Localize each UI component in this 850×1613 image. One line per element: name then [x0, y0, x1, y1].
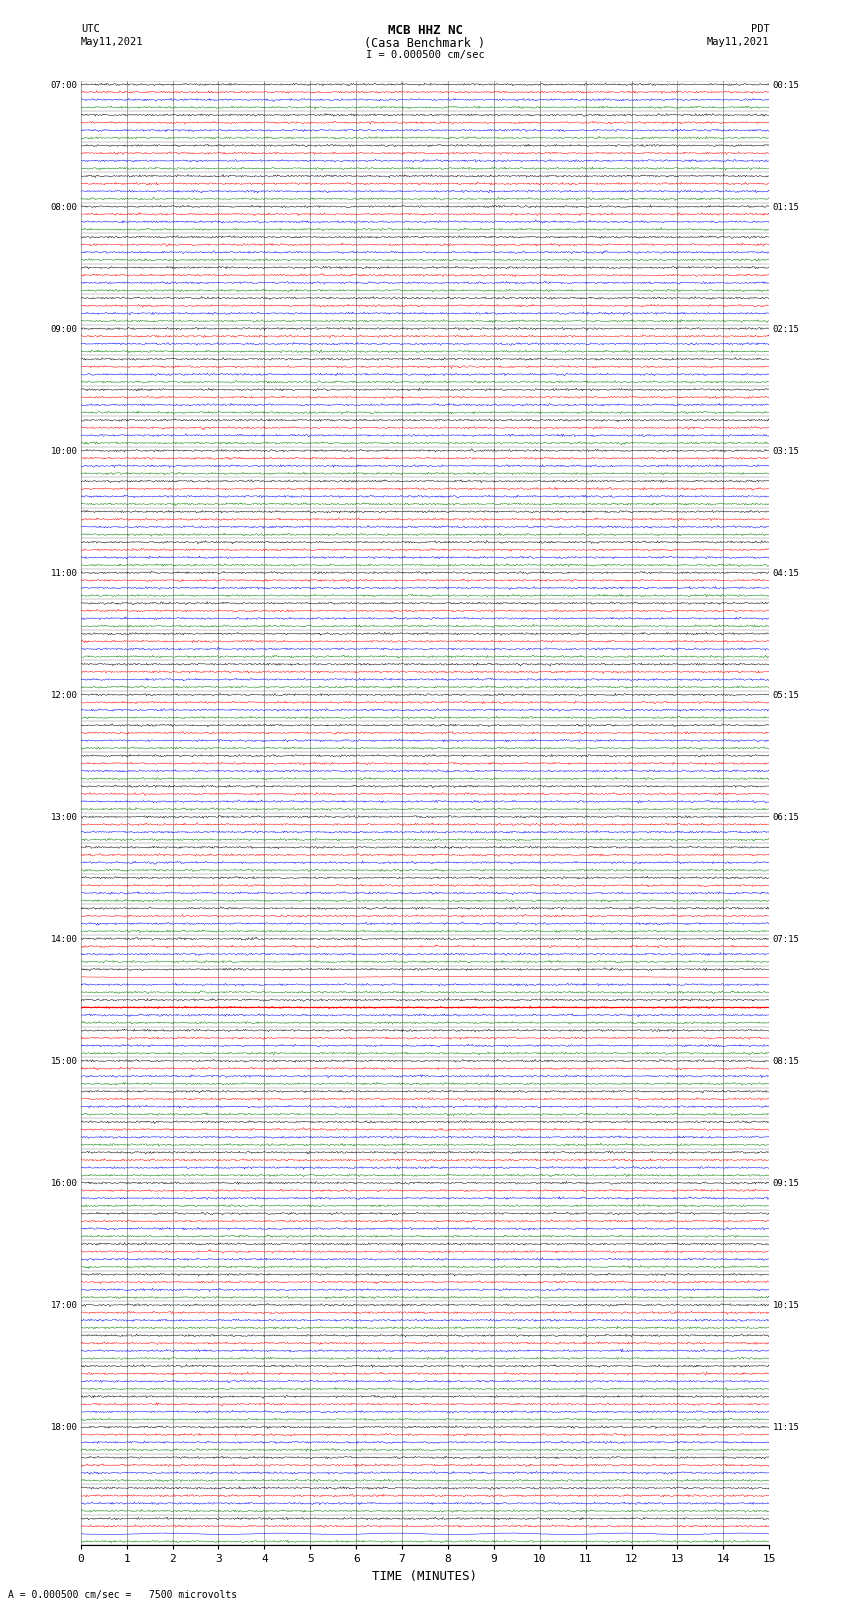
Text: 05:15: 05:15 — [773, 690, 800, 700]
Text: 12:00: 12:00 — [50, 690, 77, 700]
Text: 03:15: 03:15 — [773, 447, 800, 456]
Text: I = 0.000500 cm/sec: I = 0.000500 cm/sec — [366, 50, 484, 60]
Text: (Casa Benchmark ): (Casa Benchmark ) — [365, 37, 485, 50]
Text: 14:00: 14:00 — [50, 936, 77, 944]
Text: 07:15: 07:15 — [773, 936, 800, 944]
Text: UTC: UTC — [81, 24, 99, 34]
Text: MCB HHZ NC: MCB HHZ NC — [388, 24, 462, 37]
Text: 09:00: 09:00 — [50, 324, 77, 334]
Text: 06:15: 06:15 — [773, 813, 800, 823]
Text: 17:00: 17:00 — [50, 1302, 77, 1310]
Text: 08:15: 08:15 — [773, 1057, 800, 1066]
Text: 11:00: 11:00 — [50, 569, 77, 577]
Text: 15:00: 15:00 — [50, 1057, 77, 1066]
Text: 00:15: 00:15 — [773, 81, 800, 90]
Text: 02:15: 02:15 — [773, 324, 800, 334]
Text: 11:15: 11:15 — [773, 1423, 800, 1432]
Text: 18:00: 18:00 — [50, 1423, 77, 1432]
Text: 01:15: 01:15 — [773, 203, 800, 211]
Text: 13:00: 13:00 — [50, 813, 77, 823]
Text: May11,2021: May11,2021 — [81, 37, 144, 47]
Text: PDT: PDT — [751, 24, 769, 34]
Text: 10:15: 10:15 — [773, 1302, 800, 1310]
Text: 08:00: 08:00 — [50, 203, 77, 211]
Text: A = 0.000500 cm/sec =   7500 microvolts: A = 0.000500 cm/sec = 7500 microvolts — [8, 1590, 238, 1600]
Text: 07:00: 07:00 — [50, 81, 77, 90]
Text: 16:00: 16:00 — [50, 1179, 77, 1189]
Text: May11,2021: May11,2021 — [706, 37, 769, 47]
Text: 10:00: 10:00 — [50, 447, 77, 456]
Text: 04:15: 04:15 — [773, 569, 800, 577]
X-axis label: TIME (MINUTES): TIME (MINUTES) — [372, 1569, 478, 1582]
Text: 09:15: 09:15 — [773, 1179, 800, 1189]
